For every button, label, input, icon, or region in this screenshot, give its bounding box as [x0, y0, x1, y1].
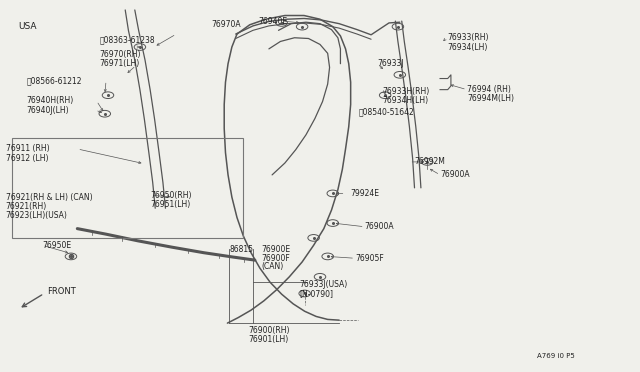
Text: 76940E: 76940E	[258, 17, 287, 26]
Text: 76900(RH): 76900(RH)	[248, 326, 290, 335]
Text: 76940J(LH): 76940J(LH)	[26, 106, 69, 115]
Text: 76992M: 76992M	[415, 157, 445, 166]
Text: 76950(RH): 76950(RH)	[151, 191, 192, 200]
Text: Ⓝ08363-61238: Ⓝ08363-61238	[100, 35, 156, 44]
Text: 76901(LH): 76901(LH)	[248, 335, 289, 344]
Text: 76905F: 76905F	[355, 254, 384, 263]
Text: 76970(RH): 76970(RH)	[100, 50, 141, 59]
Text: 76934(LH): 76934(LH)	[448, 42, 488, 51]
Text: 76900E: 76900E	[261, 244, 291, 253]
Text: 76921(RH): 76921(RH)	[6, 202, 47, 211]
Text: 76933(RH): 76933(RH)	[448, 33, 489, 42]
Text: 76994 (RH): 76994 (RH)	[467, 85, 511, 94]
Text: Ⓝ08566-61212: Ⓝ08566-61212	[26, 76, 82, 85]
Text: 76951(LH): 76951(LH)	[151, 200, 191, 209]
Text: A769 i0 P5: A769 i0 P5	[537, 353, 575, 359]
Text: 76900A: 76900A	[440, 170, 470, 179]
Text: 76933H(RH): 76933H(RH)	[383, 87, 430, 96]
Text: 76923(LH)(USA): 76923(LH)(USA)	[6, 211, 68, 220]
Text: 76933J: 76933J	[378, 59, 404, 68]
Text: 76934H(LH): 76934H(LH)	[383, 96, 429, 105]
Text: FRONT: FRONT	[47, 287, 76, 296]
Text: USA: USA	[19, 22, 37, 31]
Text: 76900A: 76900A	[365, 222, 394, 231]
Text: 76970A: 76970A	[211, 20, 241, 29]
Text: 76900F: 76900F	[261, 254, 290, 263]
Text: 76971(LH): 76971(LH)	[100, 59, 140, 68]
Text: (CAN): (CAN)	[261, 262, 284, 271]
Text: [N-0790]: [N-0790]	[300, 289, 333, 298]
Text: 76921(RH & LH) (CAN): 76921(RH & LH) (CAN)	[6, 193, 92, 202]
Text: 76940H(RH): 76940H(RH)	[26, 96, 74, 105]
Text: 76933J(USA): 76933J(USA)	[300, 280, 348, 289]
Text: 76912 (LH): 76912 (LH)	[6, 154, 48, 163]
Text: 76911 (RH): 76911 (RH)	[6, 144, 49, 153]
Text: 76994M(LH): 76994M(LH)	[467, 94, 514, 103]
Text: Ⓝ08540-51642: Ⓝ08540-51642	[358, 108, 414, 116]
Text: 79924E: 79924E	[351, 189, 380, 198]
Text: 86815: 86815	[229, 244, 253, 253]
Text: 76950E: 76950E	[42, 241, 71, 250]
